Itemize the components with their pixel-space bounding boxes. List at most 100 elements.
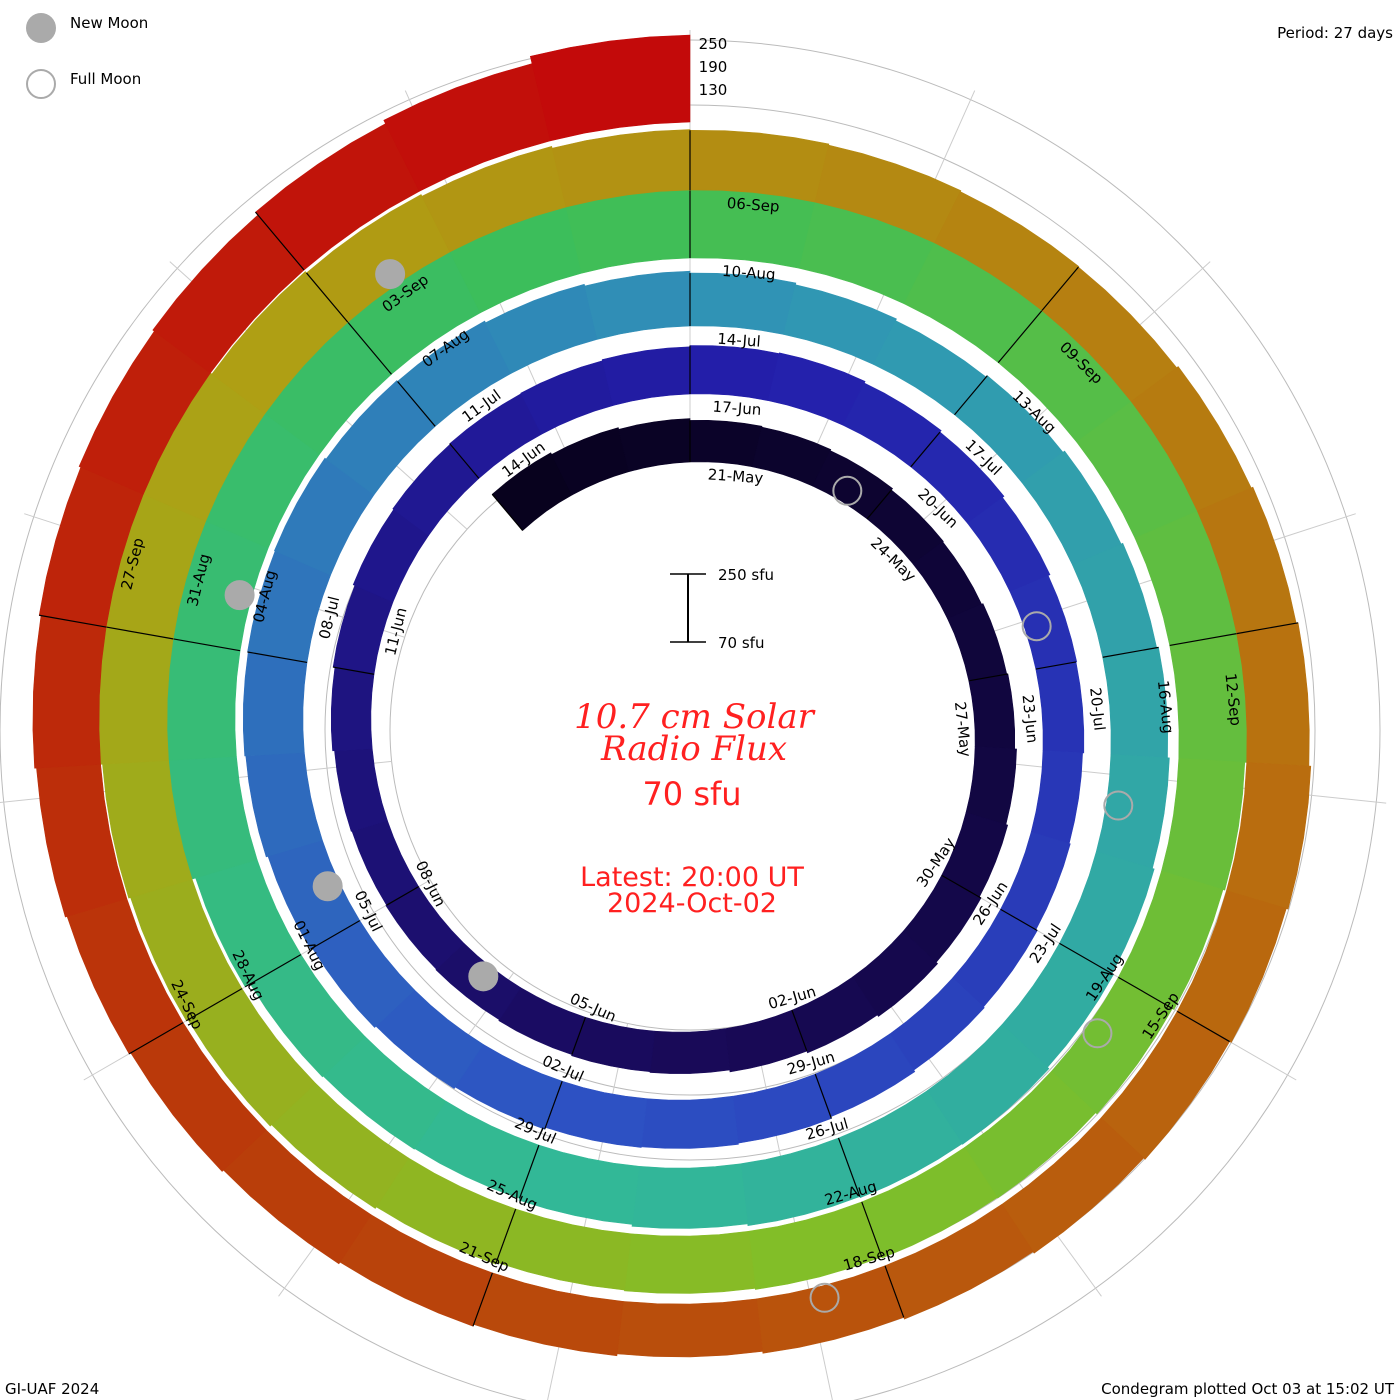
day-tick — [837, 1137, 861, 1197]
flux-bar — [791, 976, 878, 1054]
flux-bar — [740, 1137, 861, 1227]
flux-bar — [689, 419, 763, 468]
flux-bar — [640, 1095, 739, 1149]
day-tick — [449, 443, 480, 479]
day-tick — [1041, 266, 1079, 311]
chart-title-line2: Radio Flux — [600, 729, 787, 769]
day-tick — [39, 614, 107, 628]
day-tick — [518, 1144, 540, 1199]
day-tick — [571, 1017, 586, 1055]
date-label: 06-Sep — [726, 194, 780, 216]
flux-bar — [1176, 890, 1287, 1043]
flux-bar — [852, 930, 939, 1017]
flux-bar — [211, 271, 349, 415]
day-tick — [1176, 1010, 1230, 1043]
day-tick — [968, 673, 1008, 682]
day-tick — [104, 626, 174, 640]
flux-bar — [1226, 762, 1312, 910]
day-tick — [165, 636, 241, 652]
new-moon-marker — [375, 259, 406, 290]
flux-bar — [1118, 870, 1224, 1010]
flux-bar — [529, 34, 691, 142]
flux-bar — [967, 496, 1051, 593]
top-scale-130: 130 — [699, 81, 728, 99]
flux-bar — [1100, 1010, 1231, 1160]
day-tick — [1118, 976, 1173, 1010]
legend-full-moon: Full Moon — [70, 70, 141, 88]
day-tick — [244, 954, 302, 988]
flux-bar — [397, 320, 512, 427]
day-tick — [186, 988, 243, 1022]
flux-bar — [1161, 758, 1246, 891]
period-label: Period: 27 days — [1277, 24, 1393, 42]
flux-bar — [1035, 661, 1085, 754]
flux-bar — [968, 673, 1016, 750]
day-tick — [128, 1022, 184, 1055]
new-moon-marker — [224, 580, 255, 611]
grid-spoke — [751, 1023, 833, 1400]
legend-new-moon: New Moon — [70, 14, 148, 32]
scale-bar — [670, 573, 706, 643]
day-tick — [1035, 661, 1077, 670]
date-label: 16-Aug — [1154, 679, 1177, 734]
flux-bar — [242, 651, 308, 757]
flux-bar — [551, 129, 691, 208]
flux-bar — [926, 1024, 1050, 1145]
top-scale-190: 190 — [699, 58, 728, 76]
flux-bar — [783, 284, 897, 365]
flux-bar — [624, 1230, 756, 1294]
flux-bar — [421, 146, 567, 253]
flux-bar — [1236, 622, 1310, 767]
day-tick — [1169, 633, 1237, 647]
flux-bar — [162, 637, 241, 761]
flux-bar — [518, 1144, 640, 1225]
day-tick — [910, 431, 941, 468]
flux-bar — [334, 748, 388, 832]
flux-bar — [947, 603, 1008, 682]
flux-bar — [601, 346, 691, 406]
day-tick — [491, 493, 524, 531]
flux-bar — [98, 626, 174, 765]
date-label: 14-Jul — [717, 330, 762, 351]
footer-plotted: Condegram plotted Oct 03 at 15:02 UT — [1101, 1380, 1395, 1398]
date-label: 10-Aug — [722, 262, 777, 284]
moon-markers — [224, 259, 1134, 1313]
flux-bar — [545, 1080, 648, 1148]
day-tick — [954, 375, 988, 416]
full-moon-marker — [809, 1282, 840, 1313]
flux-bar — [767, 352, 866, 426]
day-tick — [495, 1208, 517, 1265]
flux-bar — [861, 1147, 998, 1259]
flux-bar — [1051, 976, 1173, 1115]
day-tick — [884, 1265, 905, 1318]
latest-date: 2024-Oct-02 — [607, 888, 777, 919]
flux-bar — [274, 457, 375, 576]
new-moon-marker — [468, 961, 499, 992]
flux-bar — [498, 987, 586, 1055]
flux-bar — [385, 886, 465, 970]
day-tick — [861, 1201, 883, 1258]
day-tick — [332, 666, 375, 675]
flux-bar — [814, 144, 962, 244]
day-tick — [1000, 908, 1038, 932]
flux-bar — [325, 380, 436, 496]
day-tick — [1236, 622, 1299, 635]
scale-bottom-label: 70 sfu — [718, 634, 764, 652]
grid-spoke — [547, 1023, 629, 1400]
date-label: 12-Sep — [1221, 672, 1244, 726]
day-tick — [255, 211, 305, 271]
flux-bar — [631, 1163, 749, 1229]
date-label: 21-May — [707, 465, 764, 487]
day-tick — [306, 272, 349, 323]
baseline-label: 70 sfu — [642, 775, 741, 813]
flux-bar — [964, 1070, 1097, 1199]
flux-bar — [330, 667, 375, 752]
day-tick — [941, 874, 982, 899]
flux-bar — [689, 272, 797, 335]
flux-bar — [616, 1298, 763, 1358]
flux-bar — [618, 418, 691, 473]
flux-bars — [32, 34, 1312, 1358]
flux-bar — [965, 746, 1017, 825]
day-tick — [997, 301, 1050, 364]
flux-bar — [584, 270, 691, 340]
